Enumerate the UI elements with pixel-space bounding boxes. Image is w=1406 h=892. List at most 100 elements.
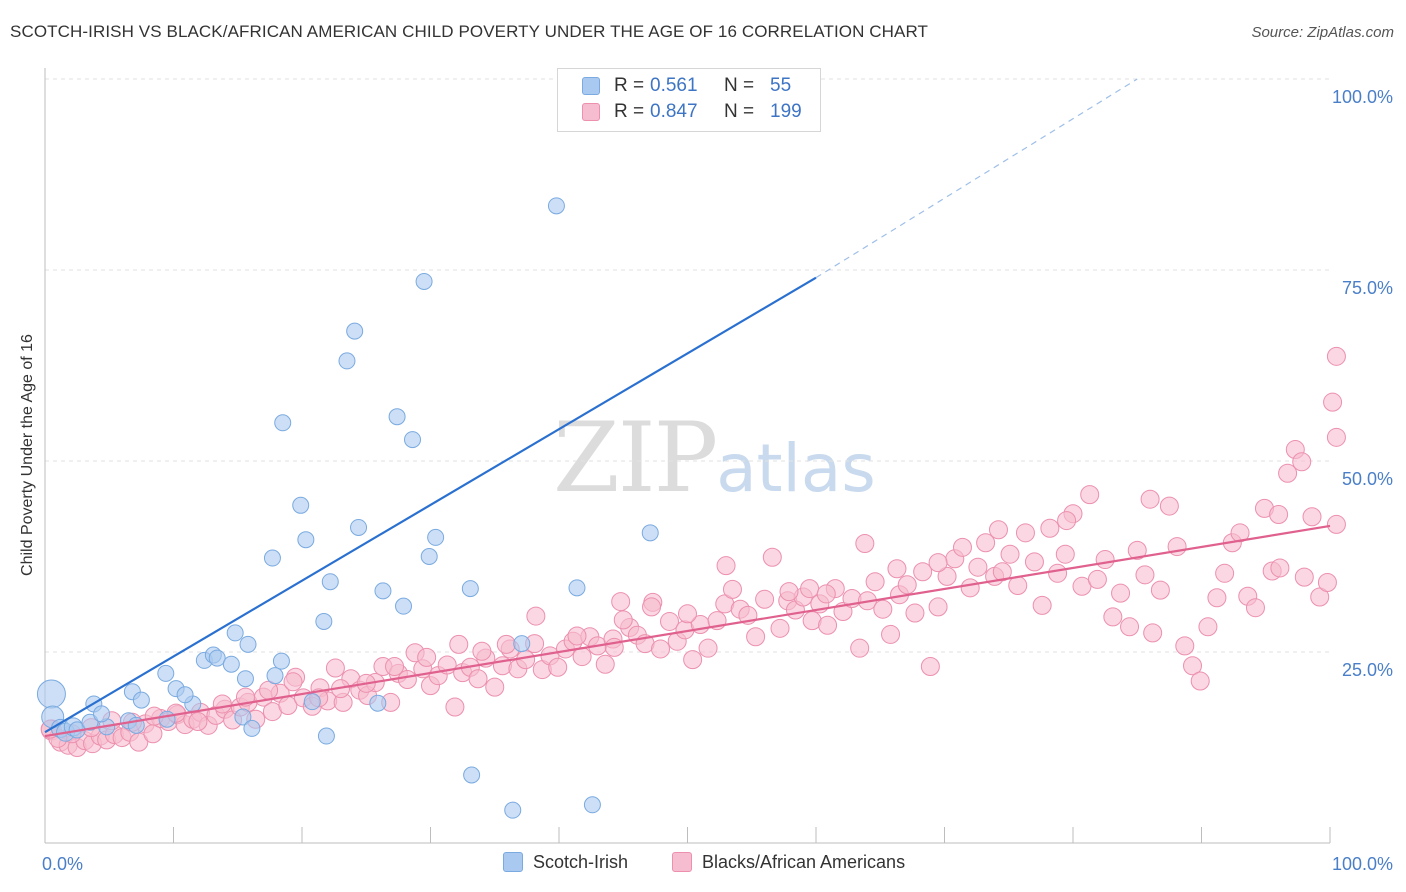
blacks-point (1150, 580, 1170, 600)
scotch-irish-point (208, 649, 226, 667)
blacks-point (1120, 617, 1140, 637)
blacks-point (1326, 514, 1346, 534)
y-tick-label: 50.0% (1342, 469, 1393, 489)
blacks-point (1080, 485, 1100, 505)
scotch-irish-point (547, 197, 565, 215)
blacks-point (472, 641, 492, 661)
blacks-point (613, 610, 633, 630)
blacks-point (1278, 463, 1298, 483)
blacks-point (1292, 452, 1312, 472)
scotch-irish-point (315, 612, 333, 630)
scotch-irish-trend-extension (815, 78, 1138, 279)
r-value: 0.561 (650, 75, 698, 96)
blacks-point (928, 597, 948, 617)
scotch-irish-point (236, 670, 254, 688)
legend-label: Blacks/African Americans (702, 852, 906, 872)
blacks-point (988, 520, 1008, 540)
scotch-irish-point (374, 582, 392, 600)
legend-item-blacks[interactable]: Blacks/African Americans (672, 852, 905, 873)
blacks-point (1024, 552, 1044, 572)
blacks-point (1326, 427, 1346, 447)
scotch-irish-point (36, 679, 66, 709)
scotch-irish-point (132, 691, 150, 709)
blacks-point (746, 627, 766, 647)
blacks-point (212, 694, 232, 714)
scotch-irish-point (274, 414, 292, 432)
blacks-point (1087, 569, 1107, 589)
scotch-irish-trend-line (44, 276, 817, 734)
scotch-irish-point (369, 694, 387, 712)
n-label: N = (724, 75, 755, 96)
blacks-point (1270, 558, 1290, 578)
y-tick-label: 25.0% (1342, 660, 1393, 680)
scotch-irish-point (404, 431, 422, 449)
blacks-series-points (40, 346, 1346, 757)
scotch-irish-point (157, 664, 175, 682)
blacks-point (850, 638, 870, 658)
blacks-point (496, 634, 516, 654)
grid-lines (45, 78, 1330, 653)
blacks-point (567, 626, 587, 646)
blacks-point (1008, 576, 1028, 596)
scotch-irish-point (176, 686, 194, 704)
blacks-point (1230, 523, 1250, 543)
tick-labels: 25.0% 50.0% 75.0% 100.0% 0.0% 100.0% (42, 87, 1393, 874)
blacks-point (526, 606, 546, 626)
legend-item-scotch-irish[interactable]: Scotch-Irish (503, 852, 628, 873)
legend-label: Scotch-Irish (533, 852, 629, 872)
blacks-point (516, 650, 536, 670)
blacks-point (485, 677, 505, 697)
blacks-point (651, 639, 671, 659)
chart-source: Source: ZipAtlas.com (1251, 24, 1394, 41)
scotch-irish-point (338, 352, 356, 370)
blacks-point (1140, 489, 1160, 509)
y-tick-label: 75.0% (1342, 278, 1393, 298)
blacks-point (1143, 623, 1163, 643)
blacks-point (1190, 671, 1210, 691)
blacks-point (976, 533, 996, 553)
blacks-point (1040, 518, 1060, 538)
blacks-point (992, 562, 1012, 582)
blacks-point (873, 599, 893, 619)
r-label: R = (614, 75, 645, 96)
scotch-irish-point (303, 693, 321, 711)
scotch-irish-point (239, 635, 257, 653)
blacks-point (1000, 544, 1020, 564)
scotch-irish-point (415, 272, 433, 290)
blacks-point (698, 638, 718, 658)
scotch-irish-point (504, 801, 522, 819)
scotch-irish-swatch (582, 77, 600, 95)
stats-box: R = 0.561 N = 55 R = 0.847 N = 199 (557, 68, 821, 132)
n-value: 55 (770, 75, 792, 96)
r-label: R = (614, 101, 645, 122)
blacks-point (952, 537, 972, 557)
scotch-irish-point (158, 710, 176, 728)
blacks-trend-line (44, 524, 1331, 738)
y-tick-label: 100.0% (1332, 87, 1393, 107)
scotch-irish-point (321, 573, 339, 591)
x-tick-label: 100.0% (1332, 854, 1393, 874)
scotch-irish-point (350, 518, 368, 536)
blacks-point (722, 579, 742, 599)
blacks-point (283, 672, 303, 692)
blacks-point (1175, 636, 1195, 656)
blacks-point (1269, 504, 1289, 524)
blacks-point (779, 582, 799, 602)
blacks-point (1183, 656, 1203, 676)
scotch-irish-point (583, 796, 601, 814)
watermark-zip: ZIP (553, 402, 718, 514)
blacks-point (816, 584, 836, 604)
blacks-point (1127, 540, 1147, 560)
scotch-irish-point (427, 528, 445, 546)
blacks-point (1057, 511, 1077, 531)
blacks-point (1294, 567, 1314, 587)
blacks-point (897, 575, 917, 595)
blacks-point (1159, 496, 1179, 516)
watermark: ZIPatlas (553, 402, 876, 514)
scotch-irish-point (420, 548, 438, 565)
blacks-point (818, 615, 838, 635)
blacks-point (325, 658, 345, 678)
blacks-point (445, 697, 465, 717)
blacks-point (960, 578, 980, 598)
